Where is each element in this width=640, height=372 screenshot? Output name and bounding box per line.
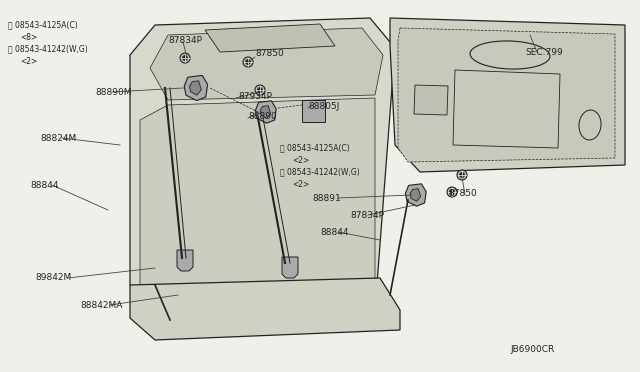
Text: JB6900CR: JB6900CR [510, 346, 554, 355]
Circle shape [460, 173, 465, 177]
Polygon shape [184, 76, 207, 100]
Circle shape [246, 60, 250, 64]
Polygon shape [398, 28, 615, 162]
Text: 88890M: 88890M [95, 87, 131, 96]
Polygon shape [405, 184, 426, 206]
Circle shape [447, 187, 457, 197]
Text: 87934P: 87934P [238, 92, 272, 100]
Polygon shape [205, 24, 335, 52]
Text: 89842M: 89842M [35, 273, 71, 282]
Text: 87850: 87850 [255, 48, 284, 58]
Text: 88805J: 88805J [308, 102, 339, 110]
Text: 88844: 88844 [320, 228, 349, 237]
Circle shape [257, 87, 262, 93]
Text: 88891: 88891 [312, 193, 340, 202]
Text: 87850: 87850 [448, 189, 477, 198]
Text: 88890: 88890 [248, 112, 276, 121]
Polygon shape [260, 106, 271, 118]
Text: Ⓢ 08543-4125A(C): Ⓢ 08543-4125A(C) [280, 144, 349, 153]
Text: <8>: <8> [20, 32, 37, 42]
Polygon shape [302, 100, 325, 122]
Polygon shape [130, 278, 400, 340]
Polygon shape [453, 70, 560, 148]
Circle shape [243, 57, 253, 67]
Circle shape [182, 55, 188, 61]
Polygon shape [177, 250, 193, 271]
Text: Ⓢ 08543-41242(W,G): Ⓢ 08543-41242(W,G) [8, 45, 88, 54]
Text: 88844: 88844 [30, 180, 58, 189]
Polygon shape [410, 189, 420, 201]
Text: Ⓢ 08543-41242(W,G): Ⓢ 08543-41242(W,G) [280, 167, 360, 176]
Text: 87834P: 87834P [350, 211, 384, 219]
Circle shape [180, 53, 190, 63]
Text: SEC.799: SEC.799 [525, 48, 563, 57]
Text: Ⓢ 08543-4125A(C): Ⓢ 08543-4125A(C) [8, 20, 77, 29]
Polygon shape [189, 81, 202, 95]
Polygon shape [414, 85, 448, 115]
Text: <2>: <2> [292, 155, 309, 164]
Text: <2>: <2> [20, 57, 37, 65]
Text: 88824M: 88824M [40, 134, 76, 142]
Text: 87834P: 87834P [168, 35, 202, 45]
Polygon shape [255, 101, 276, 123]
Polygon shape [130, 18, 395, 318]
Circle shape [255, 85, 265, 95]
Polygon shape [150, 28, 383, 100]
Polygon shape [390, 18, 625, 172]
Polygon shape [140, 98, 375, 310]
Polygon shape [282, 257, 298, 278]
Circle shape [449, 189, 454, 195]
Text: 88842MA: 88842MA [80, 301, 122, 310]
Text: <2>: <2> [292, 180, 309, 189]
Circle shape [457, 170, 467, 180]
